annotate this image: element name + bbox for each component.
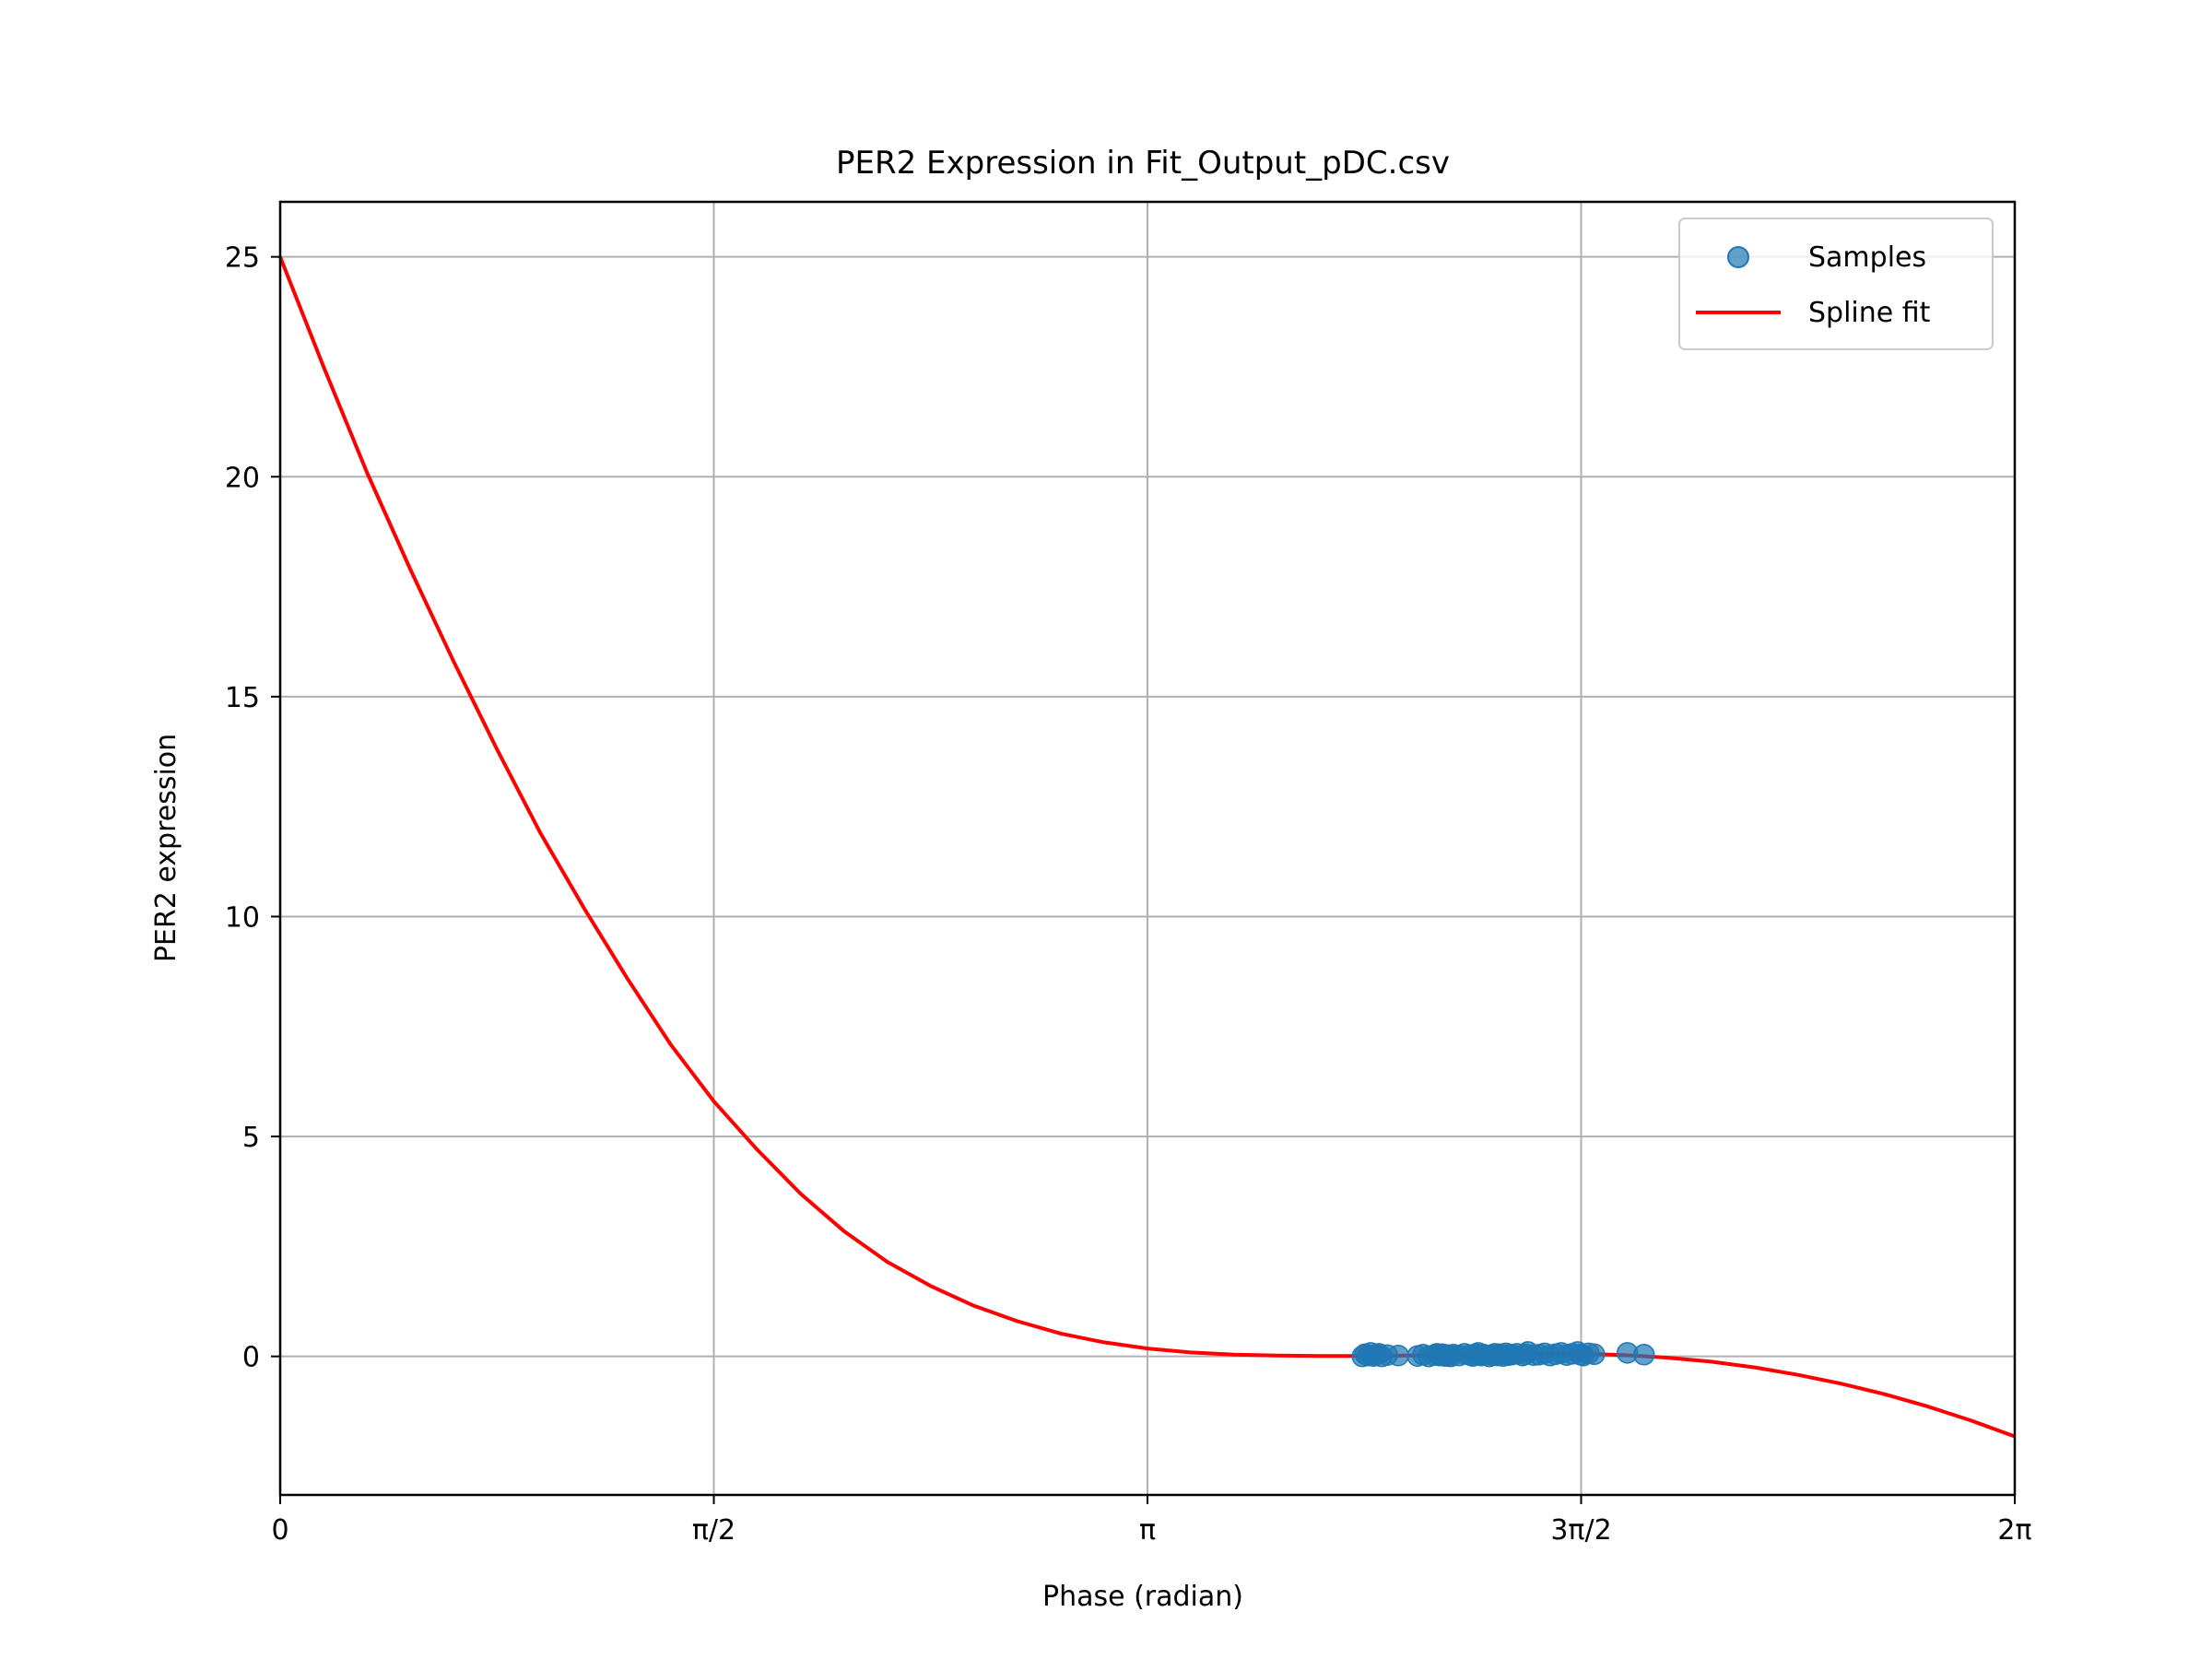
legend: Samples Spline fit [1678,218,1994,350]
y-tick-label: 0 [242,1342,260,1374]
x-tick-label: π/2 [692,1514,735,1547]
legend-spline-label: Spline fit [1808,297,1931,329]
sample-point [1583,1343,1606,1366]
x-tick-label: 2π [1997,1514,2031,1547]
spline-fit-line [278,255,2016,1439]
y-tick-label: 25 [225,242,260,275]
legend-box [1678,218,1994,350]
legend-samples-marker [1727,246,1749,268]
y-tick-label: 15 [225,682,260,714]
y-tick-label: 5 [242,1122,260,1154]
legend-samples-label: Samples [1808,241,1926,274]
spline-fit-layer [278,255,2016,1439]
x-tick-label: π [1139,1514,1156,1547]
chart-title: PER2 Expression in Fit_Output_pDC.csv [836,145,1450,182]
x-tick-label: 0 [271,1514,288,1547]
x-tick-label: 3π/2 [1550,1514,1611,1547]
y-tick-label: 20 [225,462,260,494]
sample-point [1632,1344,1655,1366]
y-axis-label: PER2 expression [150,734,182,962]
x-axis-label: Phase (radian) [1042,1581,1243,1613]
y-tick-label: 10 [225,901,260,934]
samples-layer [1351,1341,1655,1368]
sample-point [1387,1344,1409,1367]
axis-ticks: 0 π/2 π 3π/2 2π 0 5 10 15 20 25 [225,242,2032,1547]
